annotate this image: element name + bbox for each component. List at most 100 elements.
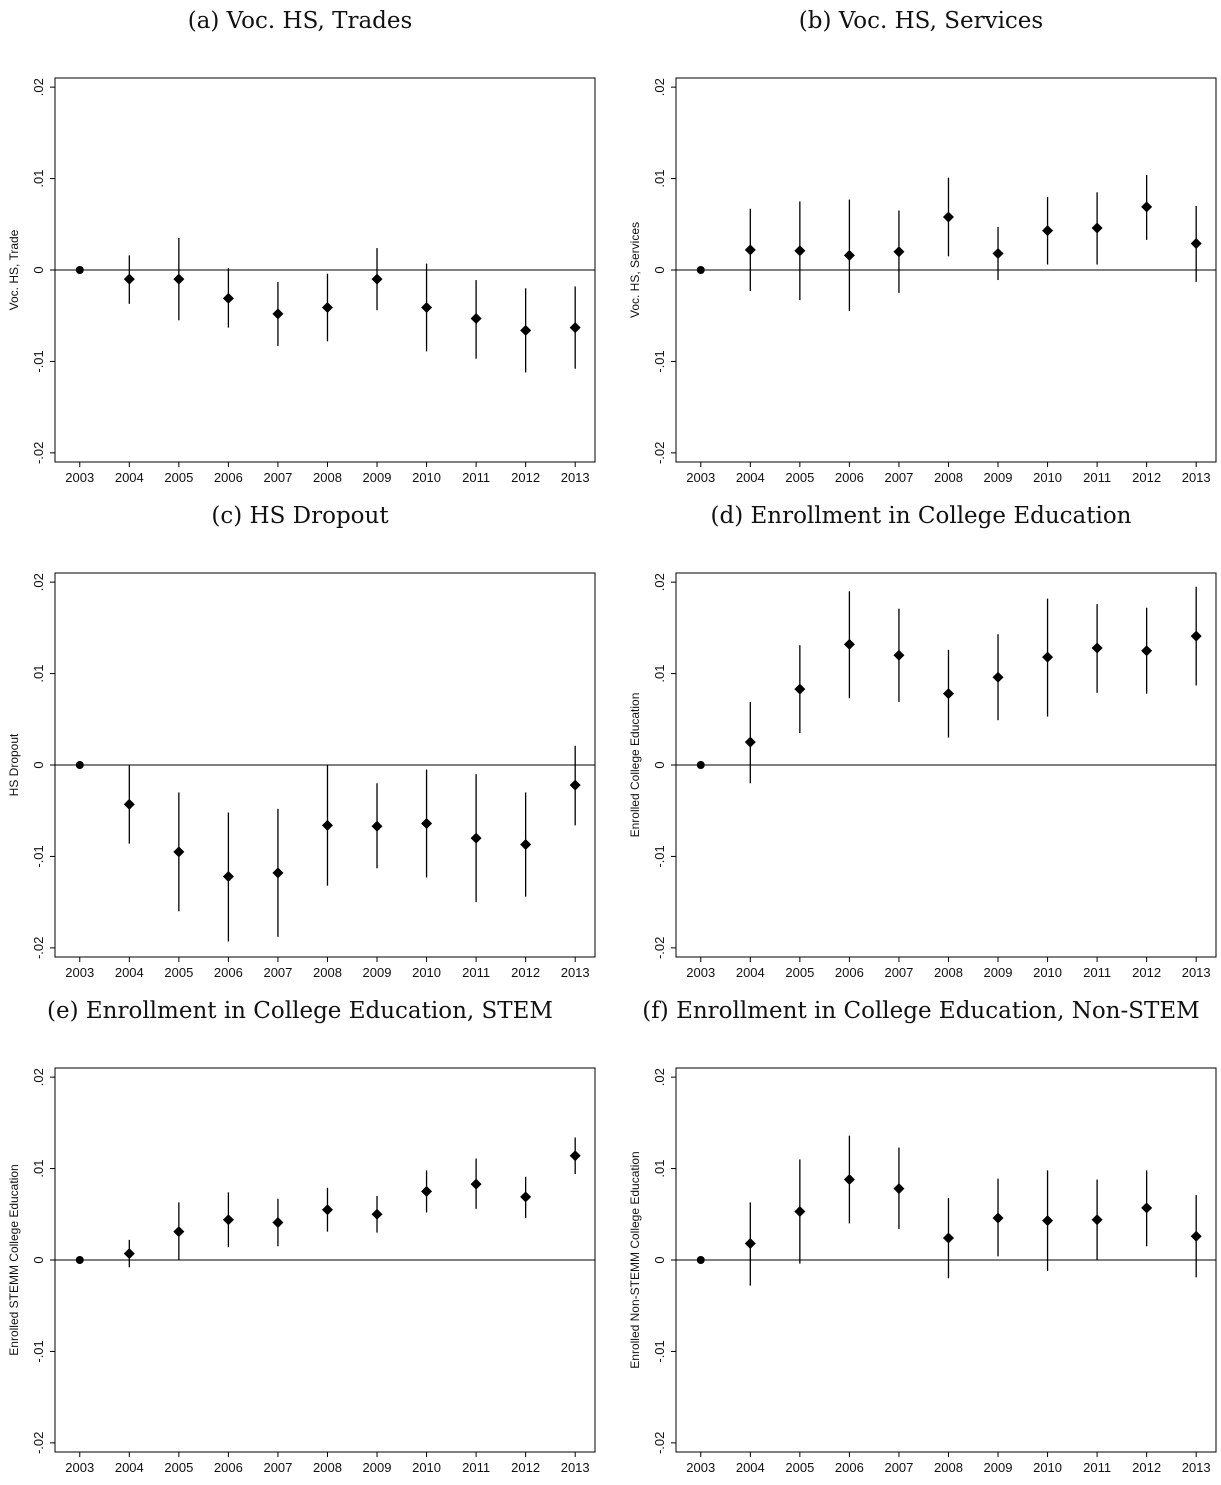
x-tick-label: 2004	[736, 470, 765, 485]
estimate-point	[744, 244, 756, 256]
y-tick-label: -.02	[31, 937, 46, 959]
estimate-point	[123, 273, 135, 285]
estimate-point	[1042, 225, 1054, 237]
estimate-point	[942, 688, 954, 700]
y-tick-label: 0	[652, 761, 667, 768]
estimate-point	[470, 312, 482, 324]
y-tick-label: .02	[652, 573, 667, 591]
y-tick-label: .02	[31, 573, 46, 591]
y-tick-label: -.02	[652, 937, 667, 959]
y-tick-label: .02	[31, 1068, 46, 1086]
x-tick-label: 2009	[984, 1460, 1013, 1475]
x-tick-label: 2013	[561, 1460, 590, 1475]
panel-f: (f) Enrollment in College Education, Non…	[621, 990, 1221, 1485]
x-tick-label: 2003	[686, 965, 715, 980]
chart-plot: .02 .01 0 -.01 -.02 2003 2004 2005 2006 2007 2008 2…	[7, 572, 596, 980]
x-tick-label: 2003	[65, 965, 94, 980]
chart-plot: .02 .01 0 -.01 -.02 2003 2004 2005 2006 2007 2008 2…	[628, 1067, 1217, 1475]
x-tick-label: 2012	[1132, 1460, 1161, 1475]
baseline-point	[696, 761, 705, 769]
estimate-point	[520, 1191, 532, 1203]
estimate-point	[272, 867, 284, 879]
chart-plot: .02 .01 0 -.01 -.02 2003 2004 2005 2006 2007 2008 2…	[7, 77, 596, 485]
x-tick-label: 2004	[115, 965, 144, 980]
x-tick-label: 2004	[736, 965, 765, 980]
estimate-point	[321, 1204, 333, 1216]
x-tick-label: 2011	[1083, 1460, 1111, 1475]
x-tick-label: 2003	[686, 470, 715, 485]
panel-b: (b) Voc. HS, Services .02 .01 0 -.01 -.02 200…	[621, 0, 1221, 495]
estimate-point	[992, 671, 1004, 683]
x-tick-label: 2010	[1033, 1460, 1062, 1475]
x-tick-label: 2013	[1182, 1460, 1211, 1475]
estimate-point	[470, 832, 482, 844]
x-tick-label: 2007	[884, 470, 913, 485]
x-tick-label: 2003	[65, 470, 94, 485]
baseline-point	[696, 1256, 705, 1264]
x-tick-label: 2004	[115, 1460, 144, 1475]
estimate-point	[173, 273, 185, 285]
y-tick-label: 0	[652, 1256, 667, 1263]
y-tick-label: 0	[31, 761, 46, 768]
estimate-point	[123, 1248, 135, 1260]
x-tick-label: 2005	[785, 470, 814, 485]
estimate-point	[470, 1178, 482, 1190]
x-tick-label: 2011	[1083, 965, 1111, 980]
y-tick-label: .01	[652, 170, 667, 188]
y-tick-label: .01	[31, 665, 46, 683]
x-tick-label: 2012	[1132, 470, 1161, 485]
estimate-point	[272, 308, 284, 320]
x-tick-label: 2012	[511, 1460, 540, 1475]
y-axis-label: Voc. HS, Trade	[7, 229, 21, 310]
x-tick-label: 2011	[462, 1460, 490, 1475]
y-tick-label: -.01	[652, 845, 667, 867]
estimate-point	[1190, 237, 1202, 249]
estimate-point	[1091, 642, 1103, 654]
x-tick-label: 2006	[214, 965, 243, 980]
estimate-point	[1042, 651, 1054, 663]
x-tick-label: 2007	[263, 1460, 292, 1475]
x-tick-label: 2004	[115, 470, 144, 485]
x-tick-label: 2005	[164, 1460, 193, 1475]
x-tick-label: 2006	[214, 470, 243, 485]
estimate-point	[421, 301, 433, 313]
estimate-point	[1091, 1214, 1103, 1226]
estimate-point	[843, 638, 855, 650]
estimate-point	[222, 871, 234, 883]
panel-a: (a) Voc. HS, Trades .02 .01 0 -.01 -.02 2003 2…	[0, 0, 600, 495]
chart-plot: .02 .01 0 -.01 -.02 2003 2004 2005 2006 2007 2008 2…	[7, 1067, 596, 1475]
x-tick-label: 2007	[884, 965, 913, 980]
x-tick-label: 2007	[263, 965, 292, 980]
estimate-point	[843, 249, 855, 261]
estimate-point	[371, 820, 383, 832]
x-tick-label: 2010	[412, 1460, 441, 1475]
y-tick-label: 0	[652, 266, 667, 273]
x-tick-label: 2011	[462, 965, 490, 980]
estimate-point	[222, 292, 234, 304]
x-tick-label: 2013	[1182, 965, 1211, 980]
panel-title: (d) Enrollment in College Education	[710, 503, 1132, 529]
panel-title: (a) Voc. HS, Trades	[187, 8, 413, 34]
estimate-point	[942, 1232, 954, 1244]
y-tick-label: .01	[652, 665, 667, 683]
estimate-point	[794, 1206, 806, 1218]
x-tick-label: 2007	[884, 1460, 913, 1475]
estimate-point	[992, 1212, 1004, 1224]
estimate-point	[744, 736, 756, 748]
estimate-point	[421, 818, 433, 830]
panel-title: (f) Enrollment in College Education, Non…	[642, 998, 1200, 1024]
estimate-point	[321, 301, 333, 313]
y-tick-label: -.01	[652, 1340, 667, 1362]
panel-e: (e) Enrollment in College Education, STE…	[0, 990, 600, 1485]
x-tick-label: 2008	[313, 470, 342, 485]
x-tick-label: 2013	[561, 470, 590, 485]
estimate-point	[992, 248, 1004, 260]
y-tick-label: .01	[31, 170, 46, 188]
x-tick-label: 2012	[511, 965, 540, 980]
x-tick-label: 2008	[934, 1460, 963, 1475]
estimate-point	[173, 846, 185, 858]
estimate-point	[1190, 1230, 1202, 1242]
estimate-point	[1141, 645, 1153, 657]
baseline-point	[696, 266, 705, 274]
baseline-point	[75, 1256, 84, 1264]
